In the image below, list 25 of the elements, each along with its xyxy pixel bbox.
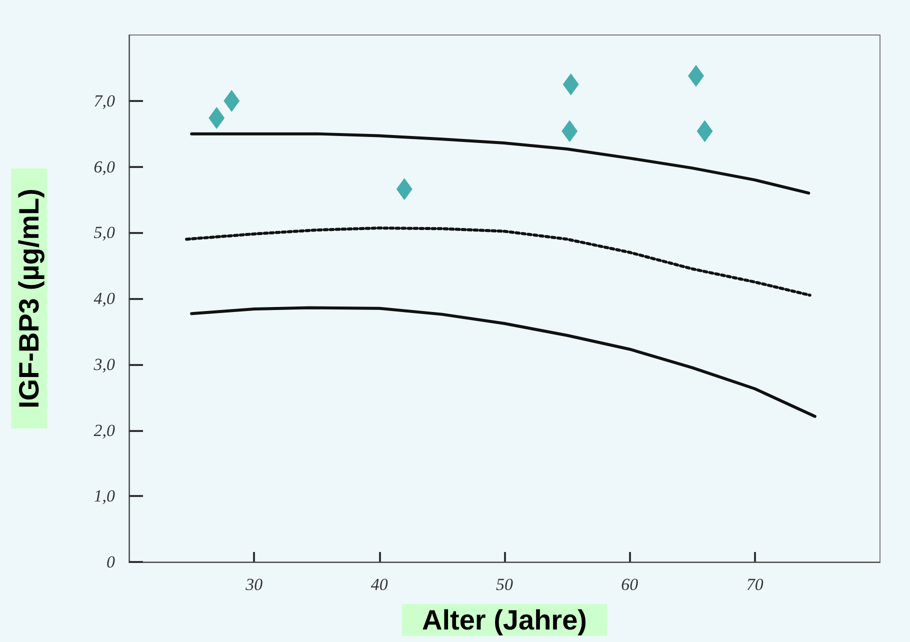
y-tick-label: 2,0 (94, 420, 116, 440)
x-tick-label: 40 (370, 575, 388, 594)
line-series (190, 132, 810, 195)
point (562, 73, 579, 96)
x-tick-label: 50 (496, 575, 514, 594)
y-tick-label: 4,0 (94, 289, 116, 308)
line-series (190, 306, 816, 418)
point (396, 178, 412, 200)
x-tick-label: 60 (621, 575, 639, 594)
point (224, 90, 240, 112)
point (208, 107, 225, 130)
x-tick-label: 70 (746, 575, 764, 594)
y-tick-label: 5,0 (94, 223, 116, 242)
line-series (185, 226, 812, 297)
y-tick-label: 1,0 (94, 486, 116, 506)
y-tick-label: 7,0 (94, 91, 116, 110)
y-tick-label: 6,0 (94, 157, 116, 176)
y-tick-label: 3,0 (92, 354, 116, 374)
y-tick-label: 0 (106, 552, 116, 572)
y-axis-title: IGF-BP3 (µg/mL) (14, 188, 44, 408)
point (562, 120, 578, 142)
x-axis-title: Alter (Jahre) (422, 604, 587, 636)
point (688, 64, 704, 87)
x-tick-label: 30 (244, 575, 264, 594)
point (696, 120, 713, 142)
